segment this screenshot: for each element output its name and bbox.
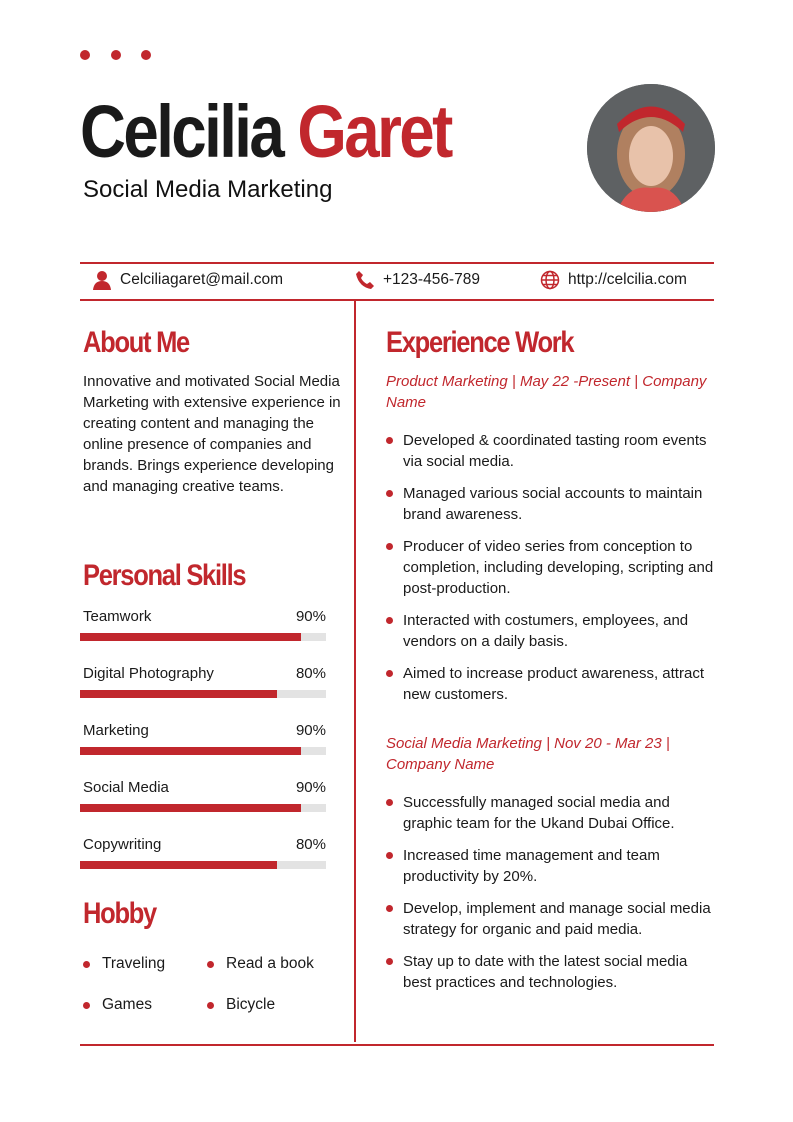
- person-name: Celcilia Garet: [80, 90, 453, 173]
- job-bullet: Successfully managed social media and gr…: [386, 792, 716, 834]
- hobby-item: Games: [83, 996, 152, 1014]
- skill-percent: 80%: [295, 665, 326, 682]
- bullet-icon: [207, 1001, 214, 1009]
- user-icon: [93, 271, 111, 290]
- job-entry: Social Media Marketing | Nov 20 - Mar 23…: [386, 733, 716, 1004]
- job-bullet: Developed & coordinated tasting room eve…: [386, 430, 716, 472]
- skill-bar-track: [80, 690, 326, 698]
- decor-dot: [111, 50, 121, 60]
- skill-bar-fill: [80, 804, 302, 812]
- profile-photo: [587, 84, 715, 212]
- skill-item: Social Media 90%: [80, 779, 326, 812]
- skill-bar-track: [80, 633, 326, 641]
- skill-percent: 80%: [295, 836, 326, 853]
- bullet-icon: [386, 543, 393, 550]
- skill-percent: 90%: [295, 608, 326, 625]
- hobby-item: Bicycle: [207, 996, 275, 1014]
- skill-item: Copywriting 80%: [80, 836, 326, 869]
- hobby-item: Traveling: [83, 955, 165, 973]
- skill-label: Copywriting: [83, 836, 162, 853]
- bullet-icon: [386, 617, 393, 624]
- globe-icon: [540, 270, 560, 290]
- job-bullet: Develop, implement and manage social med…: [386, 898, 716, 940]
- divider: [80, 299, 714, 301]
- contact-website[interactable]: http://celcilia.com: [540, 270, 687, 290]
- job-bullet: Stay up to date with the latest social m…: [386, 951, 716, 993]
- skill-label: Social Media: [83, 779, 169, 796]
- skill-bar-fill: [80, 633, 302, 641]
- skill-item: Marketing 90%: [80, 722, 326, 755]
- skill-item: Digital Photography 80%: [80, 665, 326, 698]
- skill-label: Marketing: [83, 722, 149, 739]
- skill-bar-track: [80, 804, 326, 812]
- bullet-icon: [386, 490, 393, 497]
- skill-bar-fill: [80, 861, 277, 869]
- job-title: Social Media Marketing: [83, 176, 333, 203]
- divider: [80, 262, 714, 264]
- job-bullets: Successfully managed social media and gr…: [386, 792, 716, 993]
- job-heading: Social Media Marketing | Nov 20 - Mar 23…: [386, 735, 670, 773]
- decor-dot: [141, 50, 151, 60]
- about-heading: About Me: [83, 326, 190, 359]
- bullet-icon: [83, 1001, 90, 1009]
- bullet-icon: [386, 958, 393, 965]
- job-bullet: Managed various social accounts to maint…: [386, 483, 716, 525]
- skill-bar-track: [80, 861, 326, 869]
- bullet-icon: [207, 960, 214, 968]
- contact-phone[interactable]: +123-456-789: [355, 270, 480, 290]
- job-bullet: Increased time management and team produ…: [386, 845, 716, 887]
- bullet-icon: [386, 437, 393, 444]
- job-bullet: Aimed to increase product awareness, att…: [386, 663, 716, 705]
- bullet-icon: [386, 852, 393, 859]
- bullet-icon: [83, 960, 90, 968]
- job-heading: Product Marketing | May 22 -Present | Co…: [386, 373, 707, 411]
- skill-percent: 90%: [295, 779, 326, 796]
- skill-bar-fill: [80, 690, 277, 698]
- bullet-icon: [386, 799, 393, 806]
- skill-label: Digital Photography: [83, 665, 214, 682]
- column-divider: [354, 300, 356, 1042]
- phone-icon: [356, 271, 374, 289]
- job-bullets: Developed & coordinated tasting room eve…: [386, 430, 716, 705]
- bullet-icon: [386, 670, 393, 677]
- hobby-heading: Hobby: [83, 897, 157, 930]
- hobby-item: Read a book: [207, 955, 314, 973]
- divider: [80, 1044, 714, 1046]
- skills-heading: Personal Skills: [83, 559, 247, 592]
- skill-item: Teamwork 90%: [80, 608, 326, 641]
- bullet-icon: [386, 905, 393, 912]
- contact-email[interactable]: Celciliagaret@mail.com: [92, 270, 283, 290]
- decor-dot: [80, 50, 90, 60]
- job-entry: Product Marketing | May 22 -Present | Co…: [386, 371, 716, 716]
- skill-bar-track: [80, 747, 326, 755]
- job-bullet: Producer of video series from conception…: [386, 536, 716, 599]
- skill-label: Teamwork: [83, 608, 152, 625]
- experience-heading: Experience Work: [386, 326, 575, 359]
- job-bullet: Interacted with costumers, employees, an…: [386, 610, 716, 652]
- skill-percent: 90%: [295, 722, 326, 739]
- about-text: Innovative and motivated Social Media Ma…: [83, 373, 341, 495]
- skill-bar-fill: [80, 747, 302, 755]
